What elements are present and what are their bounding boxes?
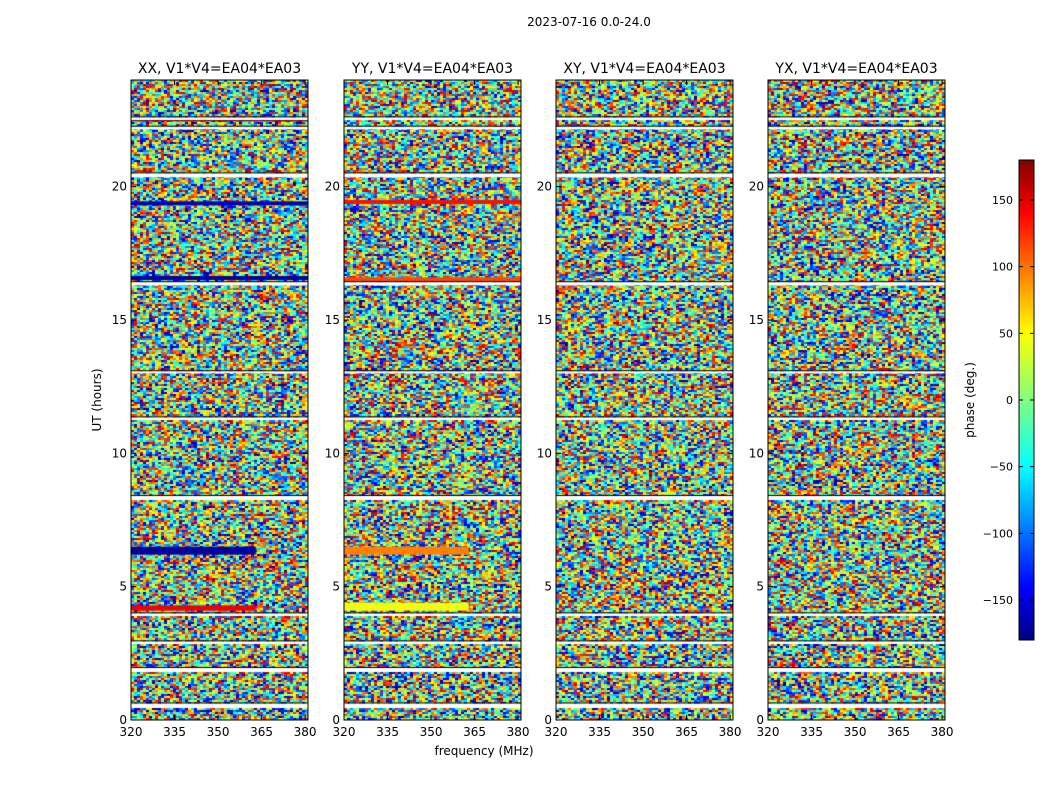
y-tick-label: 10 <box>325 446 340 460</box>
panel-xy: XY, V1*V4=EA04*EA03 320 335 350 365 380 0 5 10 15… <box>537 61 742 739</box>
phase-heatmap-yx <box>768 80 945 720</box>
x-tick-label: 365 <box>250 725 273 739</box>
x-tick-label: 335 <box>800 725 823 739</box>
y-tick-label: 10 <box>112 446 127 460</box>
colorbar: 150 100 50 0 −50 −100 −150 phase (deg.) <box>963 159 1035 641</box>
panel-frame <box>555 79 734 721</box>
colorbar-tick-label: 50 <box>999 327 1013 340</box>
x-tick-label: 380 <box>507 725 530 739</box>
panel-frame <box>767 79 946 721</box>
x-tick-label: 320 <box>545 725 568 739</box>
y-tick-label: 0 <box>544 713 552 727</box>
y-tick-label: 0 <box>332 713 340 727</box>
y-tick-label: 10 <box>749 446 764 460</box>
panel-frame <box>130 79 309 721</box>
panel-yy: YY, V1*V4=EA04*EA03 320 335 350 365 380 0 5 10 15… <box>325 61 530 739</box>
colorbar-tick-label: −50 <box>990 461 1013 474</box>
colorbar-tick-label: −150 <box>983 594 1013 607</box>
phase-heatmap-xy <box>556 80 733 720</box>
y-axis-label: UT (hours) <box>90 368 104 431</box>
x-tick-label: 335 <box>376 725 399 739</box>
colorbar-tick-label: 150 <box>992 194 1013 207</box>
y-tick-label: 5 <box>756 580 764 594</box>
colorbar-tick-label: 0 <box>1006 394 1013 407</box>
x-tick-label: 320 <box>757 725 780 739</box>
y-tick-label: 5 <box>544 580 552 594</box>
y-tick-label: 20 <box>537 180 552 194</box>
y-tick-label: 20 <box>325 180 340 194</box>
x-tick-label: 365 <box>887 725 910 739</box>
suptitle: 2023-07-16 0.0-24.0 <box>527 15 651 29</box>
y-tick-label: 15 <box>749 313 764 327</box>
y-tick-label: 0 <box>756 713 764 727</box>
x-axis-label: frequency (MHz) <box>434 744 533 758</box>
y-tick-label: 15 <box>112 313 127 327</box>
colorbar-ticks: 150 100 50 0 −50 −100 −150 <box>983 194 1034 607</box>
colorbar-label: phase (deg.) <box>963 362 977 438</box>
x-tick-label: 365 <box>675 725 698 739</box>
y-tick-label: 15 <box>537 313 552 327</box>
x-tick-label: 350 <box>207 725 230 739</box>
y-tick-label: 10 <box>537 446 552 460</box>
x-tick-label: 350 <box>844 725 867 739</box>
y-tick-label: 20 <box>749 180 764 194</box>
panel-frame <box>343 79 522 721</box>
colorbar-tick-label: −100 <box>983 527 1013 540</box>
x-tick-label: 320 <box>333 725 356 739</box>
y-tick-label: 20 <box>112 180 127 194</box>
panel-title: YY, V1*V4=EA04*EA03 <box>351 61 513 77</box>
x-tick-label: 320 <box>120 725 143 739</box>
x-tick-label: 350 <box>420 725 443 739</box>
x-tick-label: 380 <box>719 725 742 739</box>
y-tick-label: 5 <box>119 580 127 594</box>
y-tick-label: 15 <box>325 313 340 327</box>
y-tick-label: 5 <box>332 580 340 594</box>
x-tick-label: 380 <box>294 725 317 739</box>
panels: XX, V1*V4=EA04*EA03 320 335 350 365 380 0 5 10 15… <box>112 61 954 739</box>
panel-title: YX, V1*V4=EA04*EA03 <box>774 61 937 77</box>
x-tick-label: 365 <box>463 725 486 739</box>
panel-xx: XX, V1*V4=EA04*EA03 320 335 350 365 380 0 5 10 15… <box>112 61 317 739</box>
panel-yx: YX, V1*V4=EA04*EA03 320 335 350 365 380 0 5 10 15… <box>749 61 954 739</box>
x-tick-label: 350 <box>632 725 655 739</box>
y-tick-label: 0 <box>119 713 127 727</box>
panel-title: XX, V1*V4=EA04*EA03 <box>138 61 301 77</box>
x-tick-label: 335 <box>163 725 186 739</box>
phase-heatmap-xx <box>131 80 308 720</box>
x-tick-label: 380 <box>931 725 954 739</box>
panel-title: XY, V1*V4=EA04*EA03 <box>563 61 725 77</box>
phase-heatmap-yy <box>344 80 521 720</box>
x-tick-label: 335 <box>588 725 611 739</box>
colorbar-tick-label: 100 <box>992 261 1013 274</box>
